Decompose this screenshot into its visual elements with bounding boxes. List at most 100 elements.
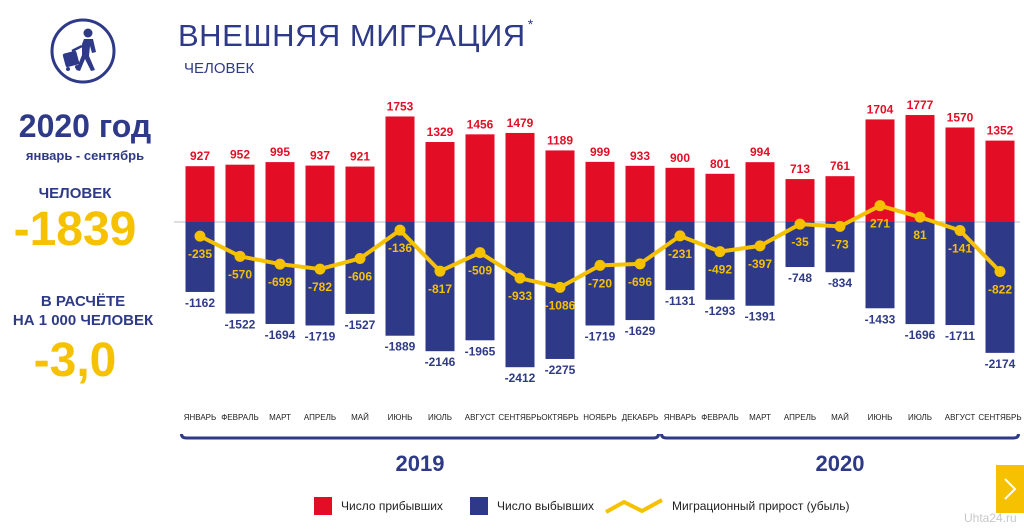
point-growth — [834, 220, 846, 232]
bar-arrived — [985, 140, 1015, 222]
x-tick-label: ФЕВРАЛЬ — [701, 413, 739, 422]
data-label-departed: -1391 — [745, 310, 776, 324]
point-growth — [234, 250, 246, 262]
data-label-growth: -817 — [428, 282, 452, 296]
summary-year-heading: 2020 год — [18, 108, 152, 144]
data-label-growth: -235 — [188, 247, 212, 261]
point-growth — [954, 224, 966, 236]
x-tick-label: ДЕКАБРЬ — [622, 413, 659, 422]
data-label-arrived: 1189 — [547, 133, 573, 147]
bar-arrived — [745, 162, 775, 222]
summary-per-thousand-label: В РАСЧЁТЕ НА 1 000 ЧЕЛОВЕК — [12, 293, 154, 329]
point-growth — [714, 246, 726, 258]
data-label-departed: -1629 — [625, 324, 656, 338]
data-label-departed: -1719 — [585, 329, 616, 343]
data-label-departed: -2174 — [985, 357, 1016, 371]
year-group-label: 2019 — [396, 451, 445, 476]
bar-departed — [505, 222, 535, 368]
point-growth — [674, 230, 686, 242]
data-label-growth: -141 — [948, 241, 972, 255]
data-label-arrived: 1753 — [387, 99, 414, 113]
x-tick-label: АПРЕЛЬ — [784, 413, 816, 422]
point-growth — [794, 218, 806, 230]
point-growth — [274, 258, 286, 270]
point-growth — [434, 265, 446, 277]
data-label-growth: -720 — [588, 276, 612, 290]
x-tick-label: АПРЕЛЬ — [304, 413, 336, 422]
x-tick-label: МАЙ — [351, 413, 369, 422]
data-label-arrived: 1456 — [467, 117, 494, 131]
bar-arrived — [385, 116, 415, 222]
bar-departed — [705, 222, 735, 300]
bar-departed — [265, 222, 295, 324]
bar-departed — [225, 222, 255, 314]
data-label-growth: -492 — [708, 263, 732, 277]
data-label-arrived: 927 — [190, 149, 210, 163]
bar-arrived — [505, 132, 535, 222]
data-label-growth: 271 — [870, 217, 890, 231]
point-growth — [594, 259, 606, 271]
bar-arrived — [425, 141, 455, 222]
data-label-arrived: 713 — [790, 162, 810, 176]
x-tick-label: АВГУСТ — [945, 413, 976, 422]
bar-arrived — [705, 173, 735, 222]
bar-arrived — [665, 167, 695, 222]
point-growth — [754, 240, 766, 252]
data-label-arrived: 900 — [670, 151, 690, 165]
x-tick-label: ОКТЯБРЬ — [541, 413, 578, 422]
data-label-arrived: 933 — [630, 149, 650, 163]
data-label-arrived: 1479 — [507, 116, 534, 130]
bar-arrived — [345, 166, 375, 222]
watermark: Uhta24.ru — [964, 511, 1017, 525]
x-tick-label: ИЮЛЬ — [428, 413, 452, 422]
summary-per-thousand-value: -3,0 — [33, 334, 117, 387]
point-growth — [314, 263, 326, 275]
legend-swatch-departed — [470, 497, 488, 515]
bar-arrived — [545, 150, 575, 222]
next-slide-button[interactable] — [996, 465, 1024, 513]
bar-arrived — [305, 165, 335, 222]
x-tick-label: ЯНВАРЬ — [664, 413, 697, 422]
bar-arrived — [185, 166, 215, 222]
data-label-arrived: 1777 — [907, 98, 934, 112]
data-label-growth: -933 — [508, 289, 532, 303]
data-label-departed: -1527 — [345, 318, 376, 332]
x-tick-label: ЯНВАРЬ — [184, 413, 217, 422]
data-label-arrived: 801 — [710, 157, 730, 171]
x-tick-label: ИЮЛЬ — [908, 413, 932, 422]
bar-arrived — [625, 165, 655, 222]
data-label-growth: -696 — [628, 275, 652, 289]
x-tick-label: МАЙ — [831, 413, 849, 422]
data-label-departed: -1293 — [705, 304, 736, 318]
point-growth — [354, 252, 366, 264]
legend-label-growth: Миграционный прирост (убыль) — [672, 499, 850, 513]
data-label-departed: -1696 — [905, 328, 936, 342]
bar-departed — [585, 222, 615, 326]
bar-arrived — [785, 179, 815, 222]
x-tick-label: СЕНТЯБРЬ — [498, 413, 541, 422]
data-label-growth: -699 — [268, 275, 292, 289]
point-growth — [874, 200, 886, 212]
data-label-departed: -1711 — [945, 329, 975, 343]
chevron-right-icon — [1004, 478, 1017, 500]
data-label-growth: -136 — [388, 241, 412, 255]
data-label-arrived: 994 — [750, 145, 770, 159]
data-label-departed: -1965 — [465, 344, 496, 358]
bar-departed — [945, 222, 975, 326]
bar-departed — [745, 222, 775, 306]
data-label-growth: -397 — [748, 257, 772, 271]
data-label-departed: -2146 — [425, 355, 456, 369]
data-label-growth: 81 — [913, 228, 927, 242]
point-growth — [514, 272, 526, 284]
bar-arrived — [265, 162, 295, 222]
bar-departed — [985, 222, 1015, 353]
traveler-icon — [50, 18, 116, 84]
data-label-growth: -782 — [308, 280, 332, 294]
data-label-departed: -1162 — [185, 296, 215, 310]
data-label-growth: -231 — [668, 247, 692, 261]
legend-item-departed: Число выбывших — [470, 496, 594, 516]
x-tick-label: МАРТ — [269, 413, 291, 422]
bar-departed — [625, 222, 655, 321]
legend-swatch-arrived — [314, 497, 332, 515]
